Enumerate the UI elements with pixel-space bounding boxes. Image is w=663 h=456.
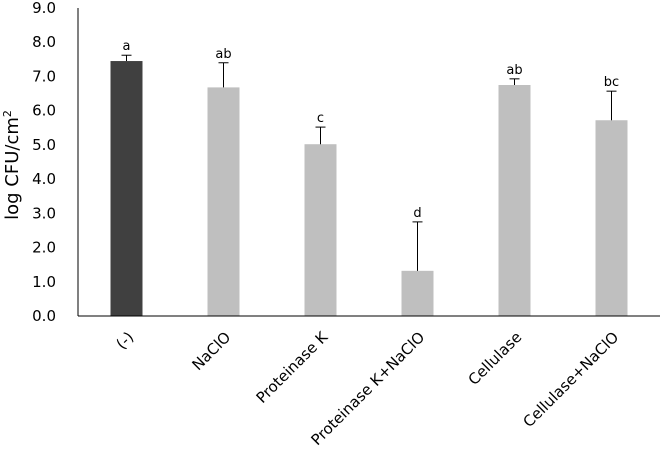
bar [304,144,337,316]
category-label: Proteinase K [253,327,333,407]
error-bar [606,90,617,121]
significance-label: ab [506,63,522,78]
y-tick-label: 1.0 [32,273,56,291]
significance-labels: a ab c d ab bc [123,39,620,221]
bar [498,85,531,316]
bar [110,61,143,316]
category-label: Cellulase [465,328,526,389]
category-label: (-) [112,328,137,353]
significance-label: bc [604,75,619,90]
category-label: NaClO [188,328,234,374]
significance-label: ab [215,47,231,62]
error-bar [412,221,423,271]
y-tick-label: 7.0 [32,67,56,85]
bar [595,120,628,316]
y-tick-label: 2.0 [32,239,56,257]
y-axis-title-superscript: 2 [1,110,14,117]
error-bar [509,78,520,85]
y-tick-label: 9.0 [32,0,56,17]
y-tick-label: 6.0 [32,102,56,120]
y-tick-label: 5.0 [32,136,56,154]
significance-label: a [123,39,131,54]
y-axis-title-text: log CFU/cm [2,117,23,220]
bar [207,87,240,316]
error-bar [121,54,132,62]
y-axis-ticks: 0.0 1.0 2.0 3.0 4.0 5.0 6.0 7.0 8.0 9.0 [32,0,56,325]
y-tick-label: 0.0 [32,307,56,325]
error-bars [121,54,617,271]
significance-label: c [317,111,324,126]
bar [401,270,434,316]
error-bar [315,126,326,145]
bars [110,61,628,316]
category-label: Cellulase+NaClO [520,328,623,431]
y-tick-label: 4.0 [32,170,56,188]
y-tick-label: 8.0 [32,33,56,51]
error-bar [218,62,229,88]
significance-label: d [413,206,421,221]
y-tick-label: 3.0 [32,204,56,222]
y-axis-title: log CFU/cm2 [1,110,23,220]
